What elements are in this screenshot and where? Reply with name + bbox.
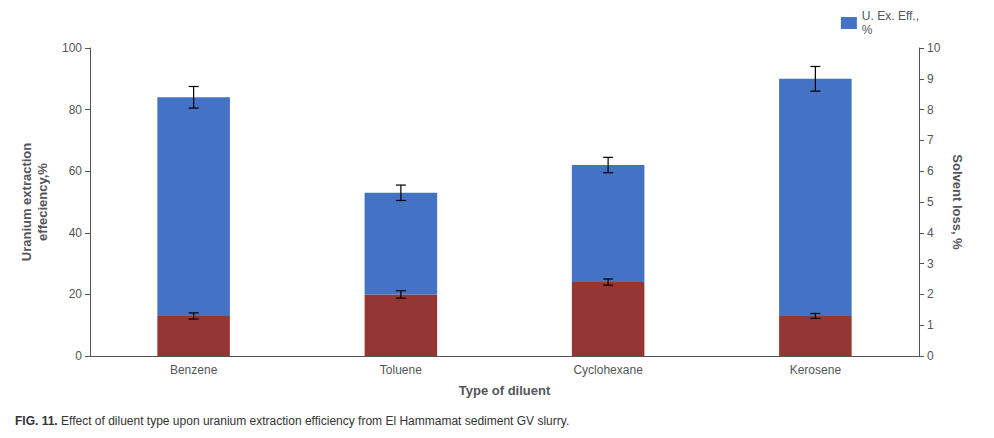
- svg-text:7: 7: [927, 133, 934, 147]
- svg-text:40: 40: [69, 226, 83, 240]
- svg-text:Benzene: Benzene: [170, 363, 218, 377]
- svg-text:0: 0: [927, 349, 934, 363]
- svg-text:6: 6: [927, 164, 934, 178]
- svg-text:80: 80: [69, 103, 83, 117]
- svg-text:%: %: [862, 23, 873, 37]
- svg-text:3: 3: [927, 257, 934, 271]
- svg-text:Cyclohexane: Cyclohexane: [573, 363, 643, 377]
- svg-text:U. Ex. Eff.,: U. Ex. Eff.,: [862, 9, 919, 23]
- svg-text:Type of diluent: Type of diluent: [459, 383, 551, 398]
- svg-text:Effect of diluent type upon ur: Effect of diluent type upon uranium extr…: [58, 414, 570, 428]
- svg-text:0: 0: [75, 349, 82, 363]
- svg-text:FIG. 11.: FIG. 11.: [15, 414, 58, 428]
- svg-text:Uranium extraction: Uranium extraction: [19, 143, 34, 262]
- svg-text:10: 10: [927, 41, 941, 55]
- svg-text:Toluene: Toluene: [380, 363, 422, 377]
- svg-text:9: 9: [927, 72, 934, 86]
- svg-text:20: 20: [69, 287, 83, 301]
- svg-text:4: 4: [927, 226, 934, 240]
- svg-text:Kerosene: Kerosene: [790, 363, 842, 377]
- svg-text:60: 60: [69, 164, 83, 178]
- svg-text:100: 100: [62, 41, 82, 55]
- svg-text:Solvent loss, %: Solvent loss, %: [950, 154, 965, 250]
- svg-text:1: 1: [927, 318, 934, 332]
- svg-text:effeciency,%: effeciency,%: [35, 163, 50, 241]
- svg-text:8: 8: [927, 103, 934, 117]
- svg-text:5: 5: [927, 195, 934, 209]
- svg-text:2: 2: [927, 287, 934, 301]
